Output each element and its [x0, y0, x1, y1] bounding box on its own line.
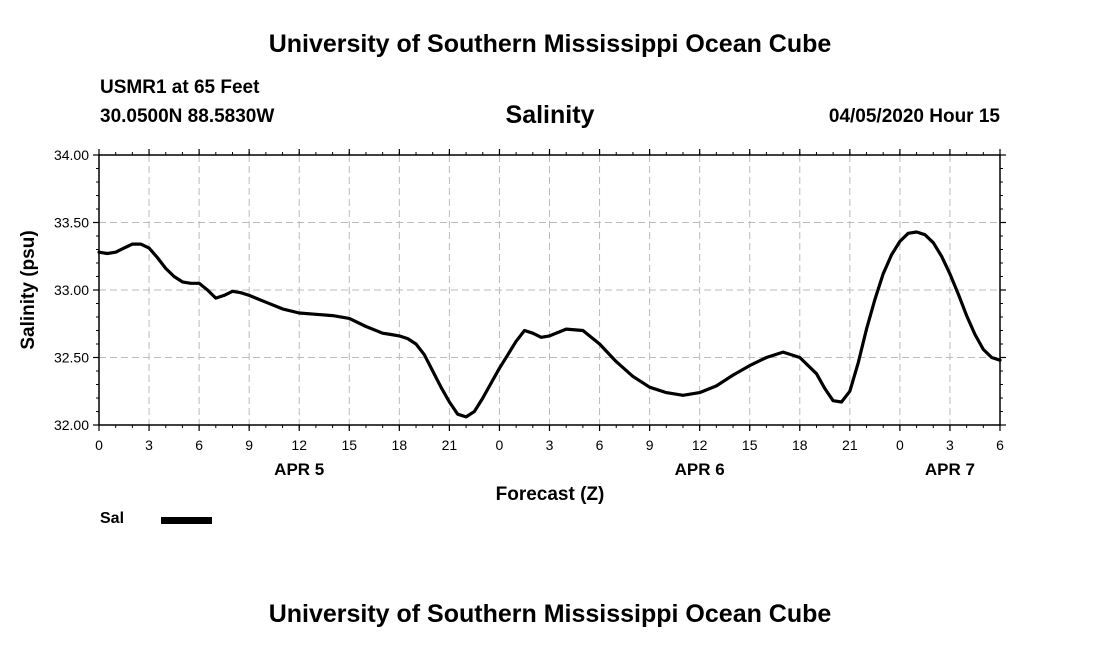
chart-main-title: University of Southern Mississippi Ocean… — [268, 30, 832, 58]
x-tick-label: 21 — [842, 437, 858, 453]
x-tick-label: 3 — [946, 437, 954, 453]
station-label: USMR1 at 65 Feet — [100, 77, 260, 98]
x-tick-label: 0 — [896, 437, 904, 453]
x-tick-label: 3 — [145, 437, 153, 453]
station-coordinates: 30.0500N 88.5830W — [100, 106, 275, 127]
day-labels: APR 5 APR 6 APR 7 — [274, 460, 975, 479]
series-layer — [97, 230, 1002, 419]
y-tick-label: 32.00 — [54, 417, 89, 433]
x-tick-label: 6 — [996, 437, 1004, 453]
x-axis-label: Forecast (Z) — [496, 484, 605, 505]
x-tick-label: 3 — [546, 437, 554, 453]
x-tick-label: 18 — [792, 437, 808, 453]
parameter-title: Salinity — [505, 101, 595, 129]
x-tick-label: 9 — [646, 437, 654, 453]
y-tick-label: 34.00 — [54, 147, 89, 163]
x-tick-label: 12 — [291, 437, 307, 453]
x-axis-ticks: 0 3 6 9 12 15 18 21 0 3 6 9 12 15 18 21 0 3 6 — [95, 149, 1004, 453]
x-tick-label: 12 — [692, 437, 708, 453]
x-tick-label: 6 — [596, 437, 604, 453]
legend-line-swatch — [161, 517, 212, 524]
x-tick-label: 21 — [442, 437, 458, 453]
footer-title: University of Southern Mississippi Ocean… — [268, 600, 832, 628]
x-tick-label: 6 — [195, 437, 203, 453]
salinity-series-line — [97, 230, 1002, 419]
x-tick-label: 0 — [95, 437, 103, 453]
x-tick-label: 0 — [496, 437, 504, 453]
x-tick-label: 9 — [245, 437, 253, 453]
x-tick-label: 15 — [742, 437, 758, 453]
day-label: APR 5 — [274, 460, 324, 479]
y-tick-label: 33.50 — [54, 215, 89, 231]
y-tick-label: 32.50 — [54, 350, 89, 366]
legend-label: Sal — [100, 510, 125, 527]
x-tick-label: 15 — [341, 437, 357, 453]
day-label: APR 6 — [675, 460, 725, 479]
y-tick-label: 33.00 — [54, 282, 89, 298]
y-axis-ticks: 32.00 32.50 33.00 33.50 34.00 — [54, 147, 1006, 433]
y-axis-label: Salinity (psu) — [18, 230, 39, 349]
day-label: APR 7 — [925, 460, 975, 479]
x-tick-label: 18 — [392, 437, 408, 453]
forecast-datetime: 04/05/2020 Hour 15 — [828, 106, 1000, 127]
grid-lines — [99, 155, 1000, 425]
